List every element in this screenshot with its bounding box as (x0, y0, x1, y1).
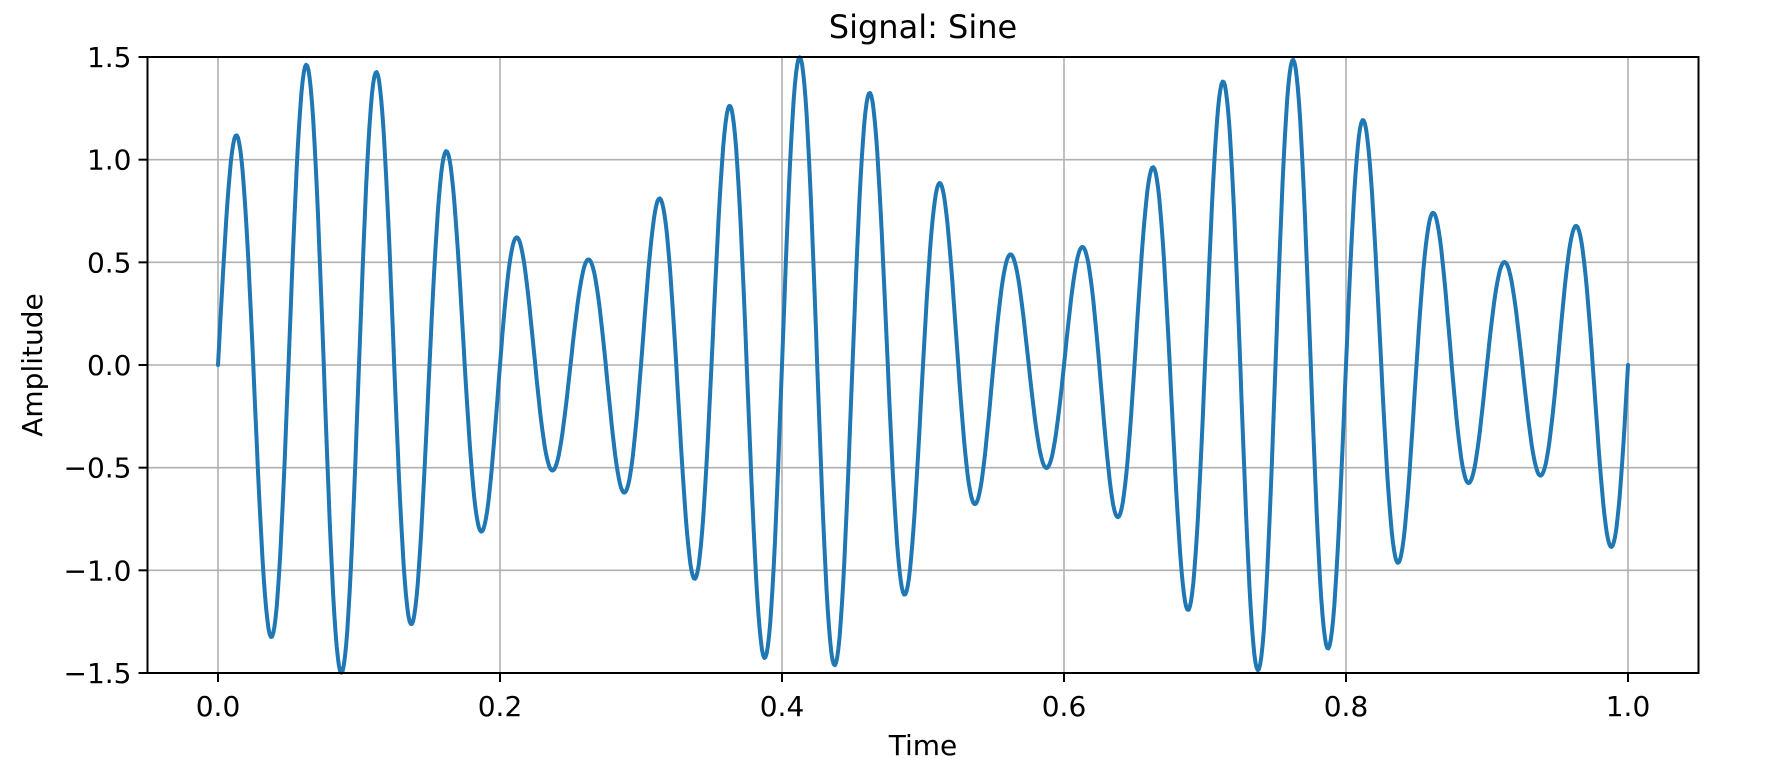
y-tick-label: −1.0 (64, 554, 132, 587)
y-tick-label: 0.5 (87, 246, 132, 279)
signal-line (216, 55, 1630, 675)
x-tick-label: 1.0 (1606, 690, 1651, 723)
chart-title: Signal: Sine (829, 8, 1017, 46)
y-axis-ticks: −1.5 −1.0 −0.5 0.0 0.5 1.0 1.5 (64, 41, 148, 690)
x-tick-label: 0.4 (760, 690, 805, 723)
y-tick-label: 1.5 (87, 41, 132, 74)
y-axis-label: Amplitude (16, 293, 49, 437)
y-tick-label: 0.0 (87, 349, 132, 382)
y-tick-label: −0.5 (64, 452, 132, 485)
x-axis-label: Time (888, 729, 958, 762)
x-tick-label: 0.8 (1324, 690, 1369, 723)
x-tick-label: 0.6 (1042, 690, 1087, 723)
x-tick-label: 0.2 (478, 690, 523, 723)
y-tick-label: −1.5 (64, 657, 132, 690)
x-tick-label: 0.0 (196, 690, 241, 723)
x-axis-ticks: 0.0 0.2 0.4 0.6 0.8 1.0 (196, 673, 1651, 723)
y-tick-label: 1.0 (87, 144, 132, 177)
